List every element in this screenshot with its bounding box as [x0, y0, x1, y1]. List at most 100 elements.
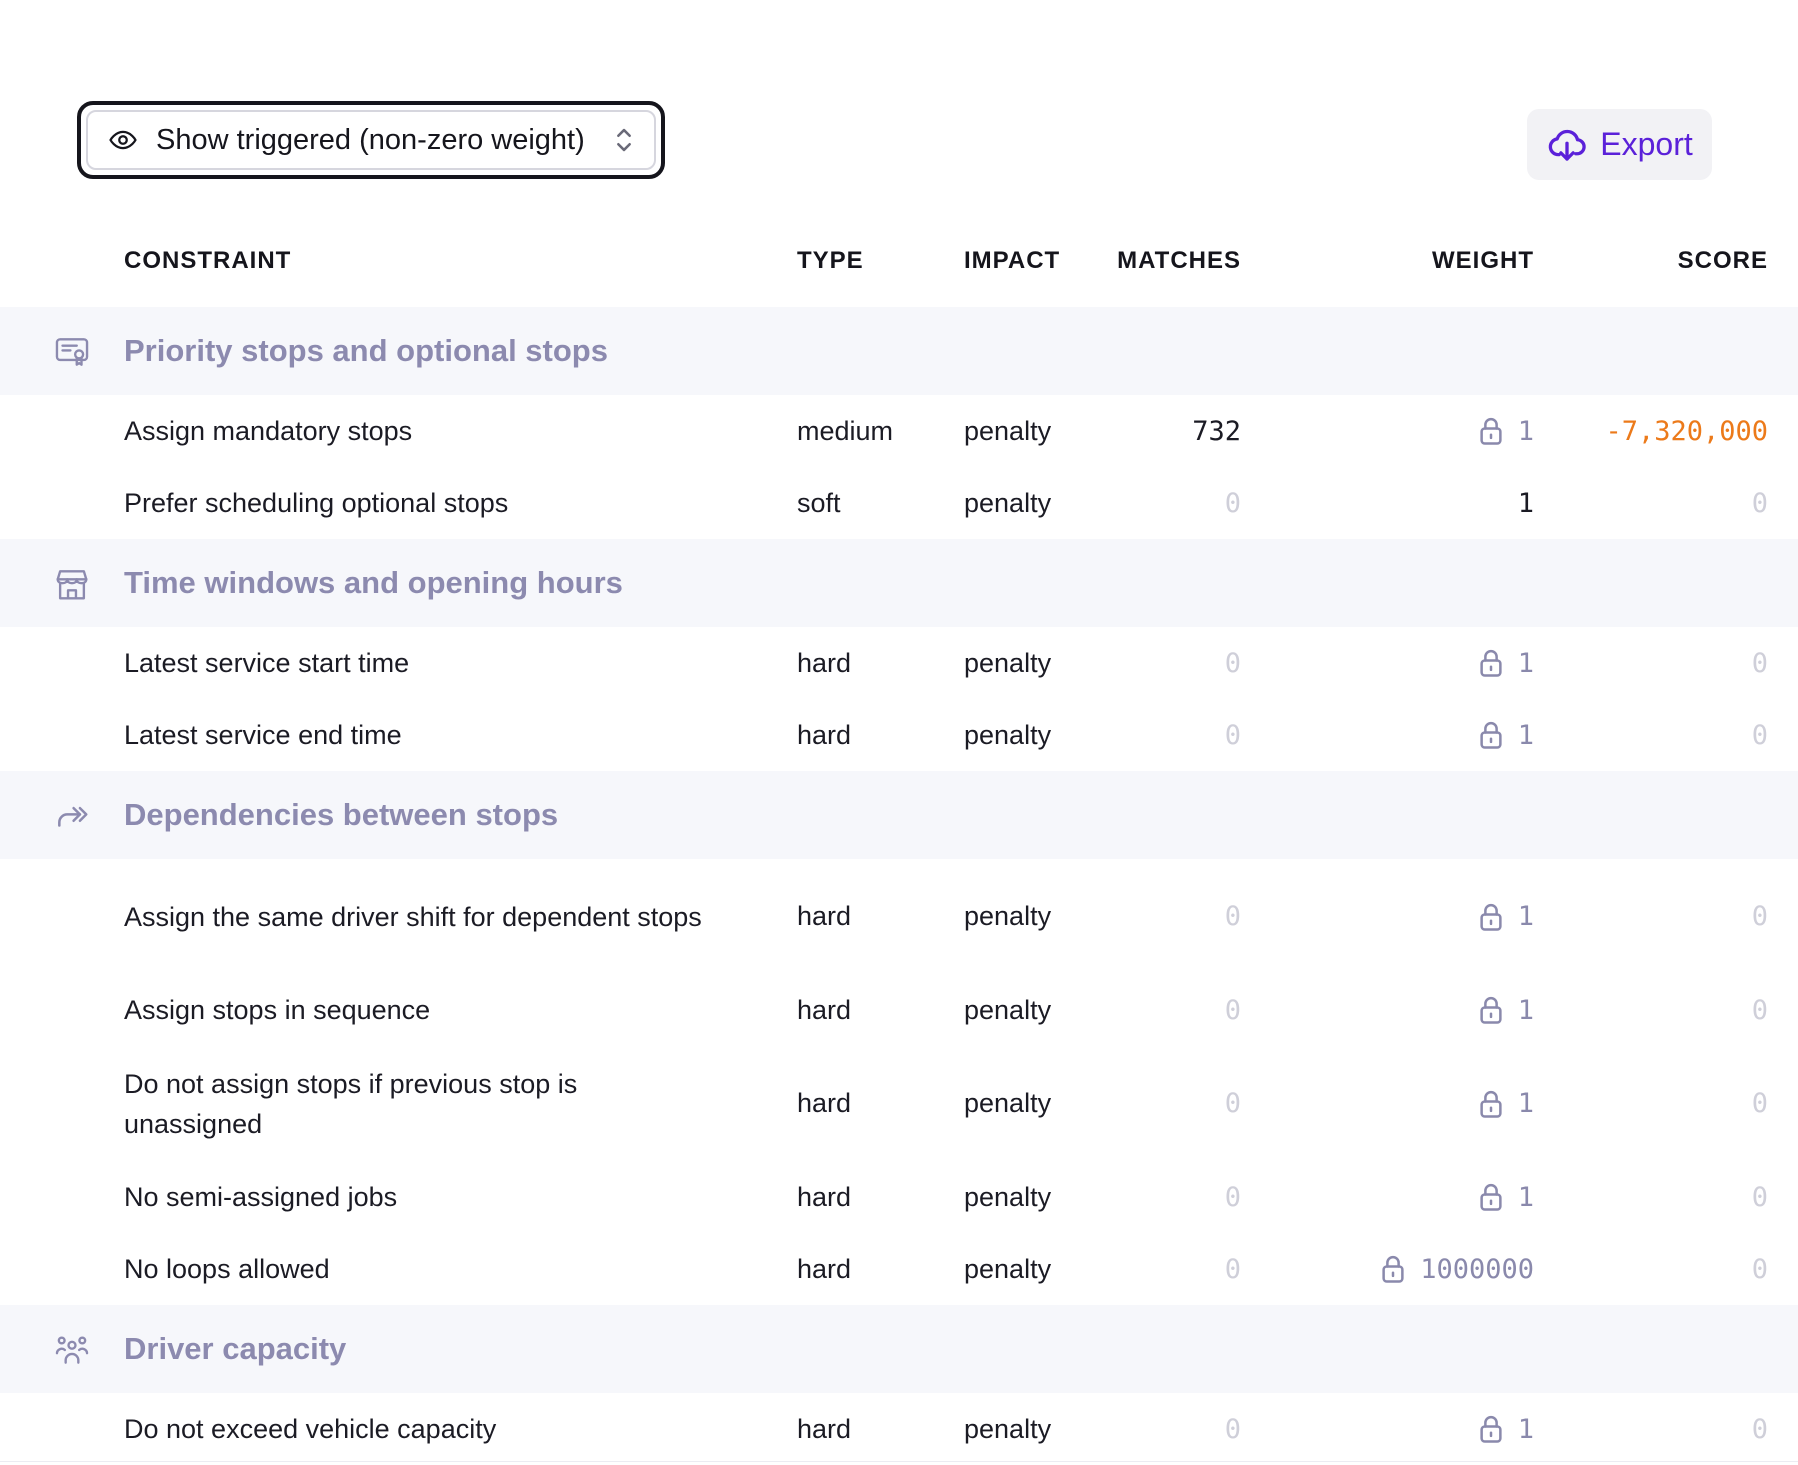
group-title: Driver capacity [124, 1331, 347, 1366]
table-row[interactable]: Latest service start time hard penalty 0 1 0 [0, 627, 1798, 699]
constraint-name: Assign stops in sequence [124, 995, 431, 1025]
lock-icon [1480, 1183, 1502, 1211]
group-title: Dependencies between stops [124, 797, 559, 832]
constraint-weight[interactable]: 1 [1478, 974, 1534, 1046]
group-row: Priority stops and optional stops [0, 307, 1798, 395]
weight-value: 1 [1517, 1413, 1534, 1445]
table-header: CONSTRAINT TYPE IMPACT MATCHES WEIGHT SC… [0, 215, 1798, 307]
constraint-impact: penalty [964, 1088, 1052, 1118]
constraint-name: Prefer scheduling optional stops [124, 488, 509, 518]
eye-icon [109, 130, 137, 150]
filter-select-inner[interactable]: Show triggered (non-zero weight) [86, 110, 656, 170]
group-title: Time windows and opening hours [124, 565, 623, 600]
storefront-icon [53, 565, 91, 603]
table-row[interactable]: Assign the same driver shift for depende… [0, 859, 1798, 974]
constraint-impact: penalty [964, 415, 1052, 446]
constraint-impact: penalty [964, 487, 1052, 518]
certificate-icon [53, 333, 91, 371]
constraint-score: 0 [1751, 1253, 1768, 1285]
constraint-matches: 0 [1224, 901, 1241, 932]
table-row[interactable]: Assign mandatory stops medium penalty 732 1 -… [0, 395, 1798, 467]
column-header-weight[interactable]: WEIGHT [1432, 247, 1534, 274]
lock-icon [1480, 996, 1502, 1024]
constraint-weight[interactable]: 1 [1478, 627, 1534, 699]
weight-value: 1 [1517, 994, 1534, 1026]
table-row[interactable]: Prefer scheduling optional stops soft pena… [0, 467, 1798, 539]
export-button[interactable]: Export [1527, 109, 1712, 180]
weight-value: 1 [1517, 1088, 1534, 1119]
constraint-name: Latest service start time [124, 648, 410, 678]
table-row[interactable]: Do not assign stops if previous stop is … [0, 1046, 1798, 1161]
lock-icon [1480, 1415, 1502, 1443]
constraint-type: soft [797, 487, 841, 518]
constraint-impact: penalty [964, 1181, 1052, 1212]
constraint-score: 0 [1751, 719, 1768, 751]
group-row: Time windows and opening hours [0, 539, 1798, 627]
weight-value: 1 [1517, 1181, 1534, 1213]
constraint-type: hard [797, 1181, 852, 1212]
constraint-weight[interactable]: 1 [1518, 467, 1534, 539]
constraint-name: No loops allowed [124, 1254, 330, 1284]
column-header-matches[interactable]: MATCHES [1117, 247, 1241, 274]
lock-icon [1480, 1090, 1502, 1118]
constraint-type: hard [797, 994, 852, 1025]
table-row[interactable]: Latest service end time hard penalty 0 1 0 [0, 699, 1798, 771]
constraint-name: Do not assign stops if previous stop is … [124, 1068, 578, 1139]
chevron-up-down-icon [617, 128, 631, 152]
constraint-weight[interactable]: 1 [1478, 1046, 1534, 1161]
constraint-type: medium [797, 415, 894, 446]
constraint-weight[interactable]: 1000000 [1380, 1233, 1534, 1305]
table-row[interactable]: No semi-assigned jobs hard penalty 0 1 0 [0, 1161, 1798, 1233]
table-row[interactable]: Assign stops in sequence hard penalty 0 1 0 [0, 974, 1798, 1046]
group-title: Priority stops and optional stops [124, 333, 608, 368]
constraint-impact: penalty [964, 994, 1052, 1025]
constraints-table: CONSTRAINT TYPE IMPACT MATCHES WEIGHT SC… [0, 215, 1798, 1465]
weight-value: 1 [1517, 719, 1534, 751]
constraint-name: Latest service end time [124, 720, 402, 750]
table-row[interactable]: No loops allowed hard penalty 0 1000000 0 [0, 1233, 1798, 1305]
constraint-matches: 0 [1224, 994, 1241, 1026]
constraint-score: 0 [1751, 1088, 1768, 1119]
constraint-weight[interactable]: 1 [1478, 1393, 1534, 1465]
constraint-matches: 0 [1224, 1413, 1241, 1445]
users-group-icon [53, 1331, 91, 1369]
constraint-weight[interactable]: 1 [1478, 1161, 1534, 1233]
lock-icon [1480, 417, 1502, 445]
constraint-name: Assign mandatory stops [124, 416, 413, 446]
constraint-score: 0 [1751, 994, 1768, 1026]
column-header-type[interactable]: TYPE [797, 247, 864, 274]
constraint-score: 0 [1751, 647, 1768, 679]
forward-arrows-icon [53, 797, 91, 835]
lock-icon [1382, 1255, 1404, 1283]
constraint-impact: penalty [964, 719, 1052, 750]
constraint-score: 0 [1751, 1413, 1768, 1445]
constraint-impact: penalty [964, 1413, 1052, 1444]
constraint-score: -7,320,000 [1605, 415, 1768, 447]
constraint-type: hard [797, 1413, 852, 1444]
cloud-download-icon [1548, 129, 1586, 161]
column-header-impact[interactable]: IMPACT [964, 247, 1061, 274]
weight-value: 1 [1517, 487, 1534, 519]
table-body: Priority stops and optional stops Assign … [0, 307, 1798, 1465]
lock-icon [1480, 721, 1502, 749]
constraint-type: hard [797, 901, 852, 931]
weight-value: 1 [1517, 901, 1534, 932]
constraint-impact: penalty [964, 901, 1052, 931]
weight-value: 1 [1517, 647, 1534, 679]
constraint-matches: 0 [1224, 1181, 1241, 1213]
constraint-weight[interactable]: 1 [1478, 395, 1534, 467]
table-row[interactable]: Do not exceed vehicle capacity hard penalt… [0, 1393, 1798, 1465]
column-header-constraint[interactable]: CONSTRAINT [124, 247, 292, 274]
constraint-impact: penalty [964, 1253, 1052, 1284]
constraint-weight[interactable]: 1 [1478, 699, 1534, 771]
constraint-matches: 0 [1224, 647, 1241, 679]
filter-select[interactable]: Show triggered (non-zero weight) [77, 101, 665, 179]
constraint-name: Assign the same driver shift for depende… [124, 901, 702, 932]
constraint-score: 0 [1751, 901, 1768, 932]
constraint-matches: 0 [1224, 1088, 1241, 1119]
column-header-score[interactable]: SCORE [1677, 247, 1768, 274]
constraint-weight[interactable]: 1 [1478, 859, 1534, 974]
constraint-type: hard [797, 1253, 852, 1284]
lock-icon [1480, 903, 1502, 931]
